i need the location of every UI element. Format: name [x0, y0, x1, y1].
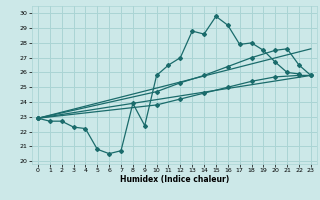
X-axis label: Humidex (Indice chaleur): Humidex (Indice chaleur)	[120, 175, 229, 184]
